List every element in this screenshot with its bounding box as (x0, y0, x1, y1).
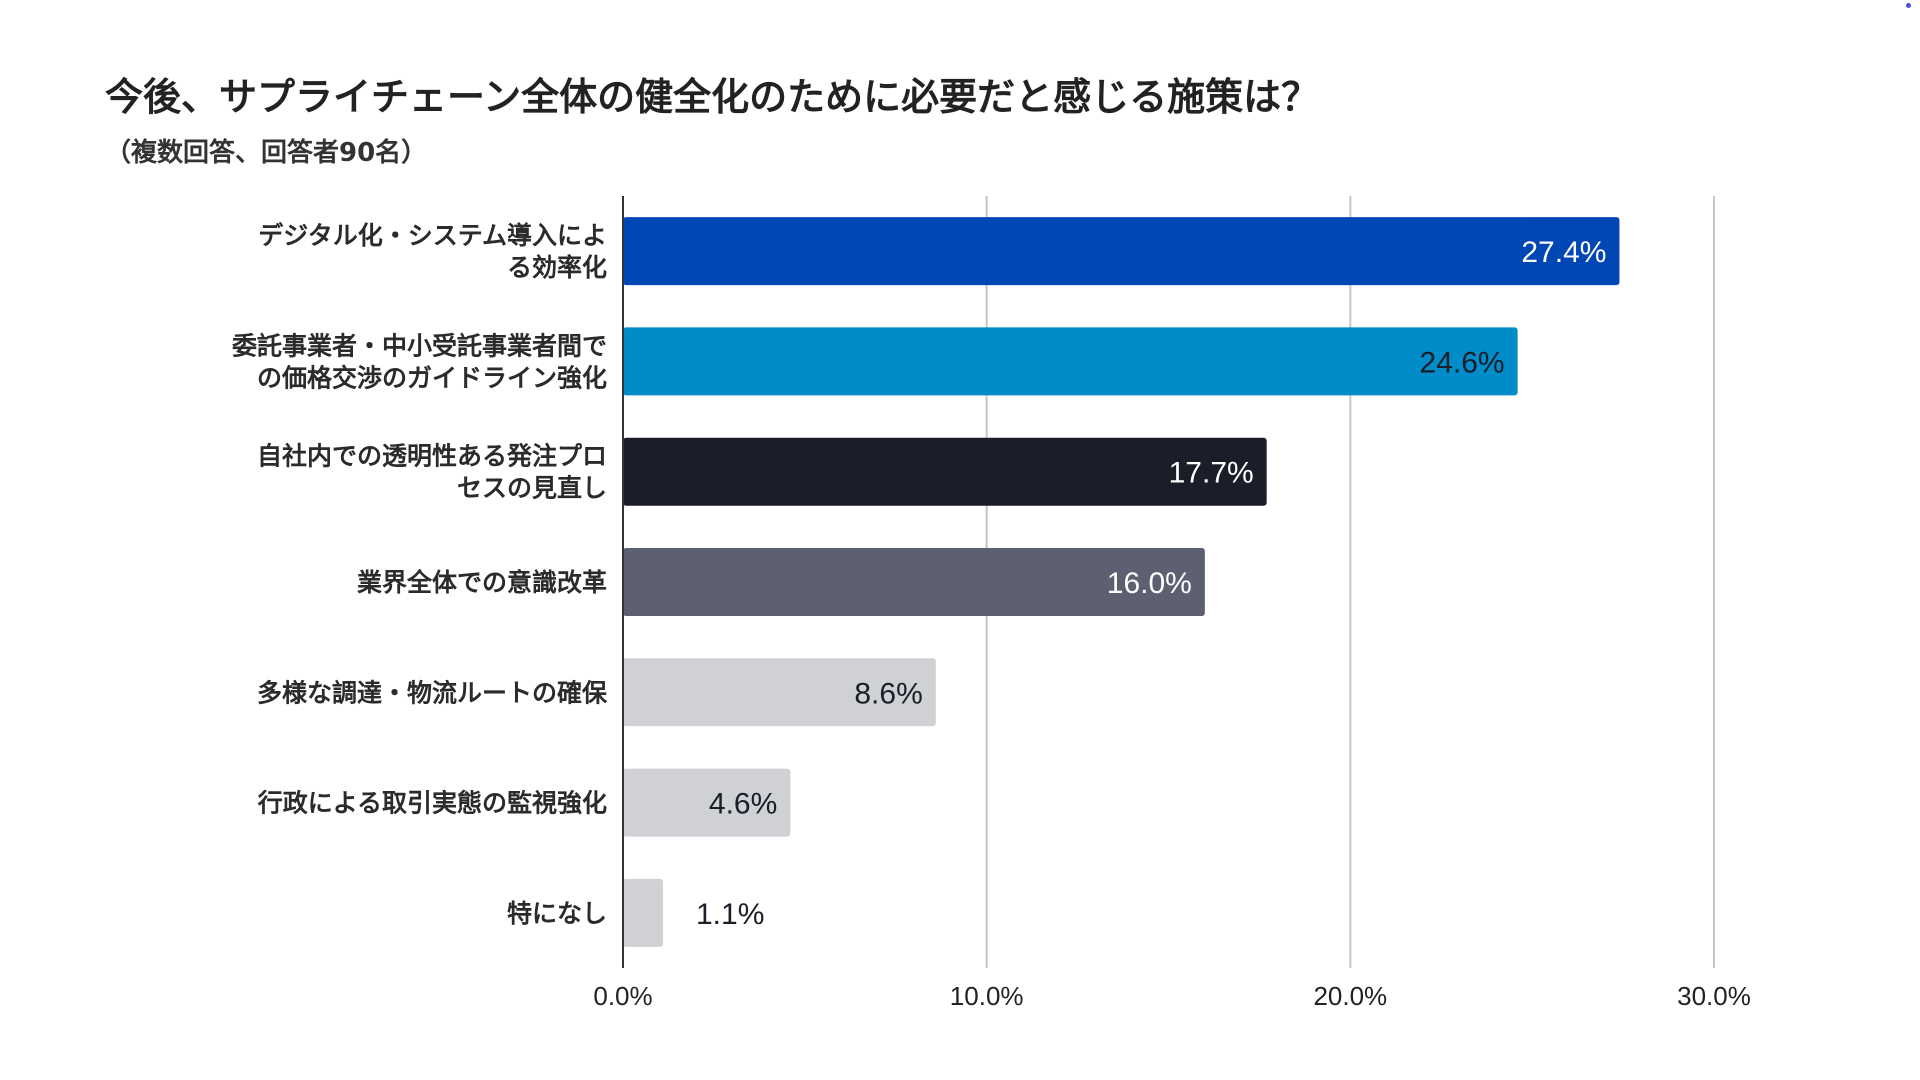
category-labels: デジタル化・システム導入による効率化委託事業者・中小受託事業者間での価格交渉のガ… (231, 221, 608, 928)
value-labels: 27.4% 24.6% 17.7% 16.0% 8.6% 4.6% 1.1% (696, 236, 1606, 931)
x-tick-label: 30.0% (1677, 981, 1751, 1011)
bar (623, 548, 1205, 616)
bar-value-label: 16.0% (1107, 567, 1192, 600)
category-label: 自社内での透明性ある発注プロ (257, 442, 607, 471)
category-label: 特になし (507, 899, 607, 928)
category-label: デジタル化・システム導入によ (258, 221, 607, 250)
corner-dot (1906, 3, 1911, 8)
bar (623, 327, 1518, 396)
chart-subtitle: （複数回答、回答者90名） (105, 138, 428, 168)
x-tick-label: 10.0% (950, 981, 1024, 1011)
bars (623, 217, 1620, 947)
bar-value-label: 27.4% (1521, 236, 1606, 269)
bar (623, 217, 1620, 286)
bar-value-label: 4.6% (709, 788, 777, 821)
bar-value-label: 17.7% (1169, 457, 1254, 490)
bar-value-label: 1.1% (696, 898, 764, 931)
category-label: 行政による取引実態の監視強化 (257, 789, 607, 818)
x-tick-label: 20.0% (1313, 981, 1387, 1011)
bar-value-label: 24.6% (1420, 346, 1505, 379)
bar (623, 878, 664, 947)
bar-value-label: 8.6% (854, 677, 922, 710)
x-axis-tick-labels: 0.0% 10.0% 20.0% 30.0% (593, 981, 1751, 1011)
category-label: 委託事業者・中小受託事業者間で (231, 331, 607, 360)
category-label: の価格交渉のガイドライン強化 (257, 363, 607, 392)
bar (623, 658, 936, 727)
category-label: る効率化 (507, 253, 607, 282)
bar (623, 768, 791, 837)
bar (623, 437, 1267, 506)
category-label: 多様な調達・物流ルートの確保 (257, 678, 608, 707)
x-tick-label: 0.0% (593, 981, 652, 1011)
category-label: 業界全体での意識改革 (357, 568, 607, 597)
chart-title: 今後、サプライチェーン全体の健全化のために必要だと感じる施策は？ (105, 75, 1320, 119)
category-label: セスの見直し (457, 474, 607, 503)
